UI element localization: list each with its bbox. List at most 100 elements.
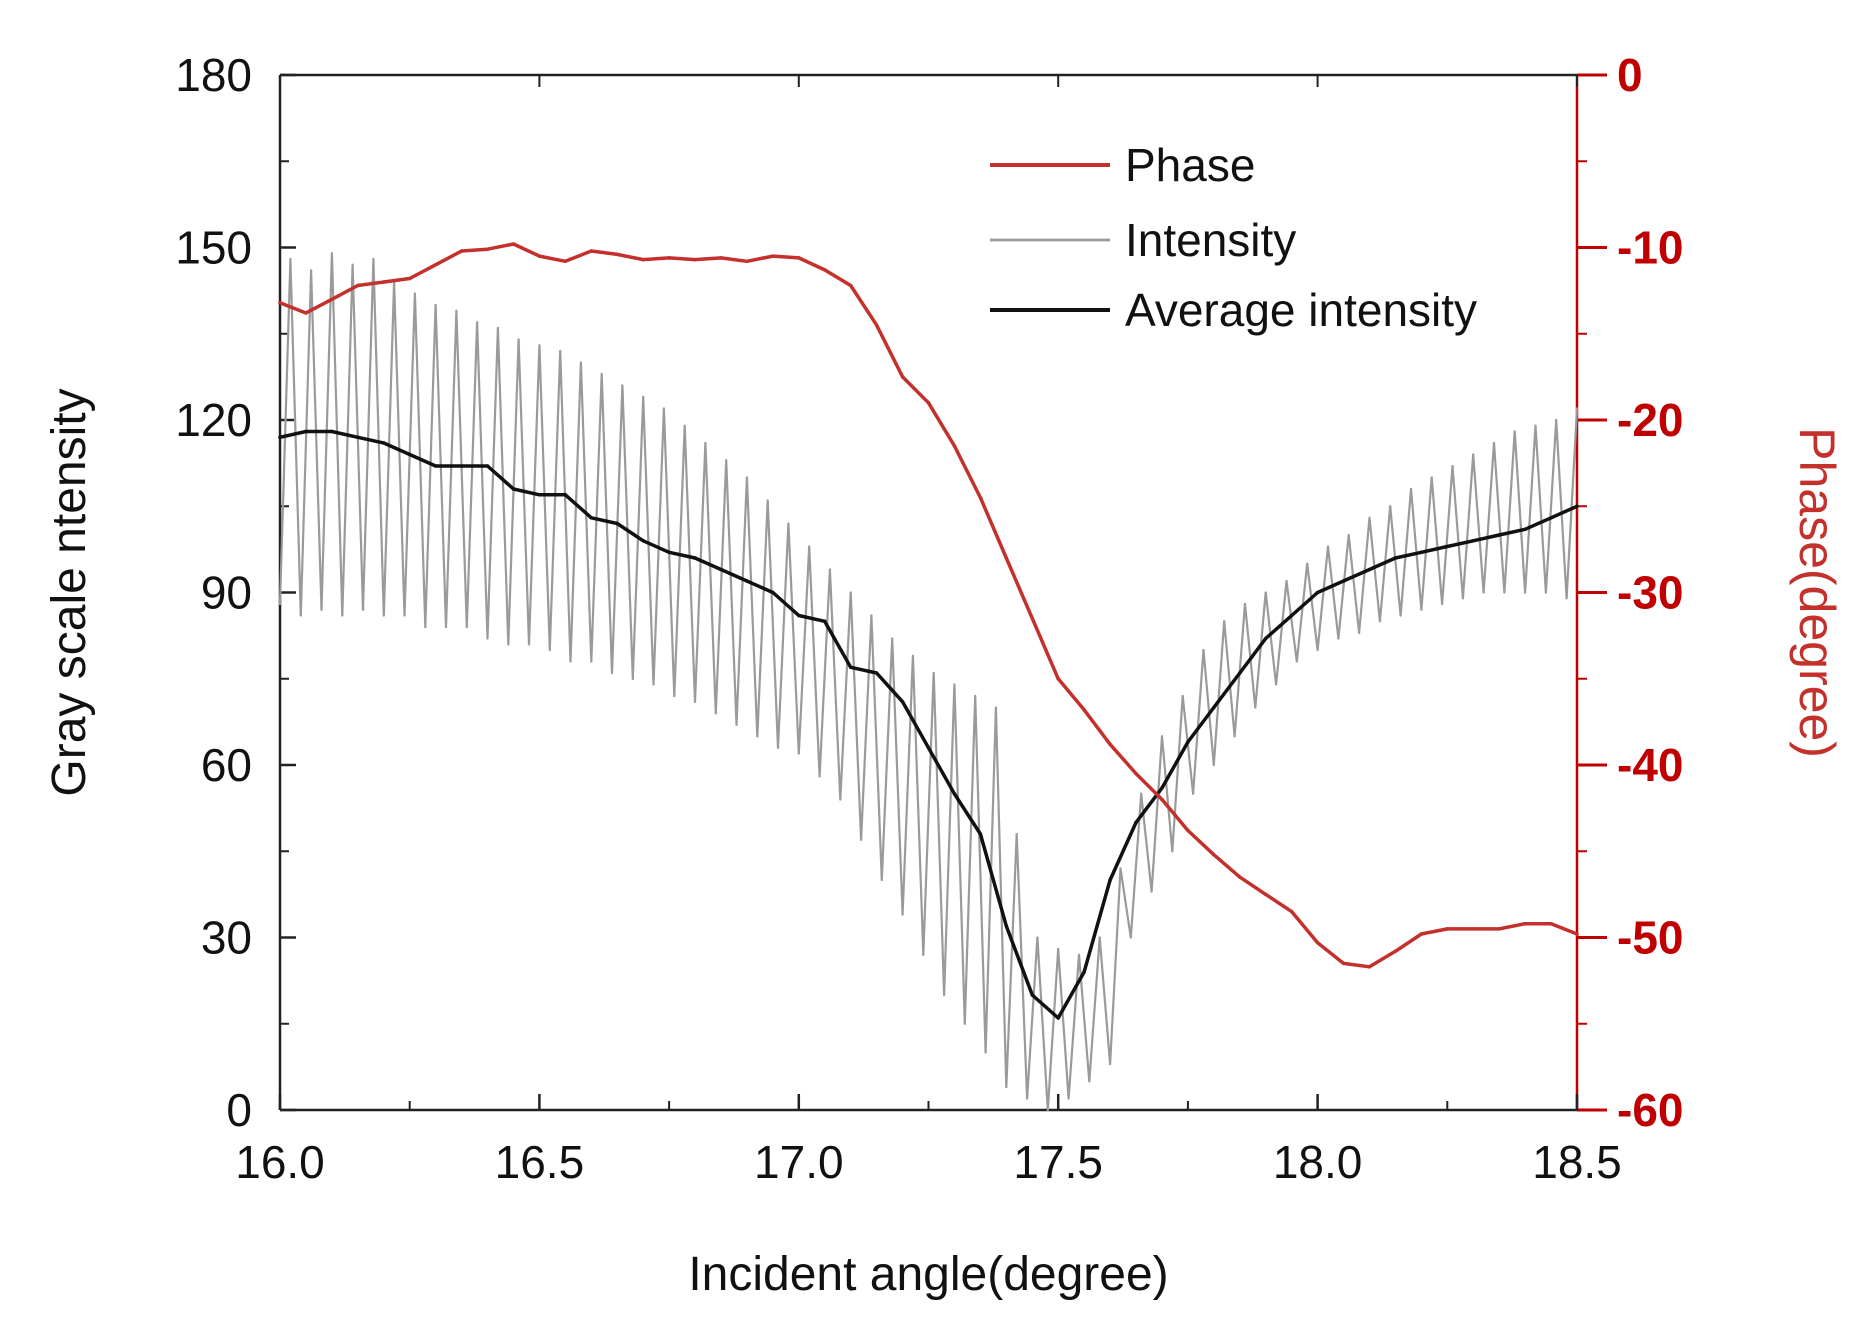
phase-point xyxy=(978,495,983,500)
right-tick-label: -50 xyxy=(1617,912,1683,964)
average-intensity-point xyxy=(433,464,438,468)
phase-point xyxy=(1004,556,1009,560)
right-tick-label: -30 xyxy=(1617,567,1683,619)
phase-point xyxy=(1315,940,1320,945)
phase-point xyxy=(1289,909,1294,914)
intensity-point xyxy=(849,591,852,594)
intensity-point xyxy=(496,326,499,330)
y2-axis-title: Phase(degree) xyxy=(1789,427,1845,758)
intensity-point xyxy=(341,614,344,617)
intensity-point xyxy=(1378,620,1381,623)
legend-label-average-intensity: Average intensity xyxy=(1125,284,1477,336)
intensity-point xyxy=(1430,476,1433,479)
intensity-point xyxy=(413,292,416,295)
intensity-point xyxy=(1368,516,1371,519)
intensity-line xyxy=(278,252,1579,1112)
average-intensity-point xyxy=(667,550,671,554)
phase-point xyxy=(278,300,282,305)
phase-point xyxy=(330,297,334,301)
intensity-point xyxy=(1046,1108,1049,1112)
series-group xyxy=(278,242,1579,1112)
phase-point xyxy=(459,249,464,253)
intensity-point xyxy=(1316,648,1319,652)
intensity-point xyxy=(1254,706,1257,709)
phase-point xyxy=(407,276,412,281)
intensity-point xyxy=(1129,936,1132,939)
right-tick-label: 0 xyxy=(1617,49,1643,101)
intensity-point xyxy=(673,694,676,698)
bottom-tick-label: 18.0 xyxy=(1273,1136,1363,1188)
phase-point xyxy=(1212,852,1216,857)
right-tick-label: -20 xyxy=(1617,394,1683,446)
intensity-point xyxy=(455,309,458,312)
intensity-point xyxy=(372,257,375,261)
left-tick-label: 180 xyxy=(175,49,252,101)
intensity-point xyxy=(974,694,977,698)
left-tick-label: 30 xyxy=(201,912,252,964)
average-intensity-point xyxy=(1030,993,1035,997)
average-intensity-point xyxy=(1497,533,1501,537)
average-intensity-point xyxy=(719,567,723,572)
phase-point xyxy=(1160,797,1164,802)
intensity-point xyxy=(621,384,624,387)
intensity-point xyxy=(1025,1097,1029,1100)
intensity-point xyxy=(610,671,614,675)
intensity-point xyxy=(351,263,354,266)
bottom-tick-label: 16.0 xyxy=(235,1136,325,1188)
intensity-point xyxy=(1005,1085,1008,1089)
phase-point xyxy=(848,283,853,288)
intensity-point xyxy=(403,614,406,617)
intensity-point xyxy=(642,395,645,399)
intensity-point xyxy=(1337,637,1340,640)
phase-point xyxy=(771,254,775,258)
intensity-point xyxy=(1409,487,1413,491)
intensity-point xyxy=(922,953,925,956)
phase-point xyxy=(1082,708,1086,712)
intensity-point xyxy=(787,522,790,525)
phase-point xyxy=(511,242,516,246)
intensity-point xyxy=(1036,936,1039,939)
intensity-point xyxy=(880,878,883,882)
x-axis-title: Incident angle(degree) xyxy=(688,1248,1168,1301)
intensity-point xyxy=(631,677,634,680)
intensity-point xyxy=(1285,579,1288,583)
intensity-point xyxy=(1555,418,1558,422)
phase-point xyxy=(1263,892,1268,897)
intensity-point xyxy=(1503,591,1506,594)
average-intensity-point xyxy=(1289,613,1294,618)
intensity-point xyxy=(859,838,863,841)
left-tick-label: 90 xyxy=(201,567,252,619)
intensity-point xyxy=(579,361,583,364)
phase-point xyxy=(822,268,827,272)
phase-point xyxy=(1367,965,1372,969)
intensity-point xyxy=(828,568,832,571)
intensity-point xyxy=(1077,953,1081,956)
intensity-point xyxy=(1108,1062,1112,1066)
phase-point xyxy=(719,256,723,260)
average-intensity-point xyxy=(848,665,853,669)
intensity-point xyxy=(1472,453,1475,456)
phase-point xyxy=(382,280,386,284)
intensity-point xyxy=(766,499,769,502)
phase-point xyxy=(952,444,957,448)
phase-point xyxy=(1238,875,1242,879)
phase-point xyxy=(1497,927,1501,931)
intensity-point xyxy=(1150,890,1153,893)
average-intensity-point xyxy=(693,556,697,560)
phase-point xyxy=(1419,932,1424,936)
average-intensity-point xyxy=(1134,820,1138,825)
phase-point xyxy=(1523,921,1527,926)
legend-label-phase: Phase xyxy=(1125,139,1255,191)
average-intensity-point xyxy=(1056,1016,1060,1020)
intensity-point xyxy=(1119,867,1122,870)
phase-point xyxy=(745,259,749,264)
average-intensity-point xyxy=(1523,527,1527,531)
average-intensity-point xyxy=(563,493,568,497)
bottom-tick-label: 16.5 xyxy=(495,1136,585,1188)
intensity-point xyxy=(1243,602,1247,606)
intensity-point xyxy=(735,723,738,726)
right-tick-label: -60 xyxy=(1617,1084,1683,1136)
phase-point xyxy=(926,401,931,405)
average-intensity-point xyxy=(407,452,412,457)
